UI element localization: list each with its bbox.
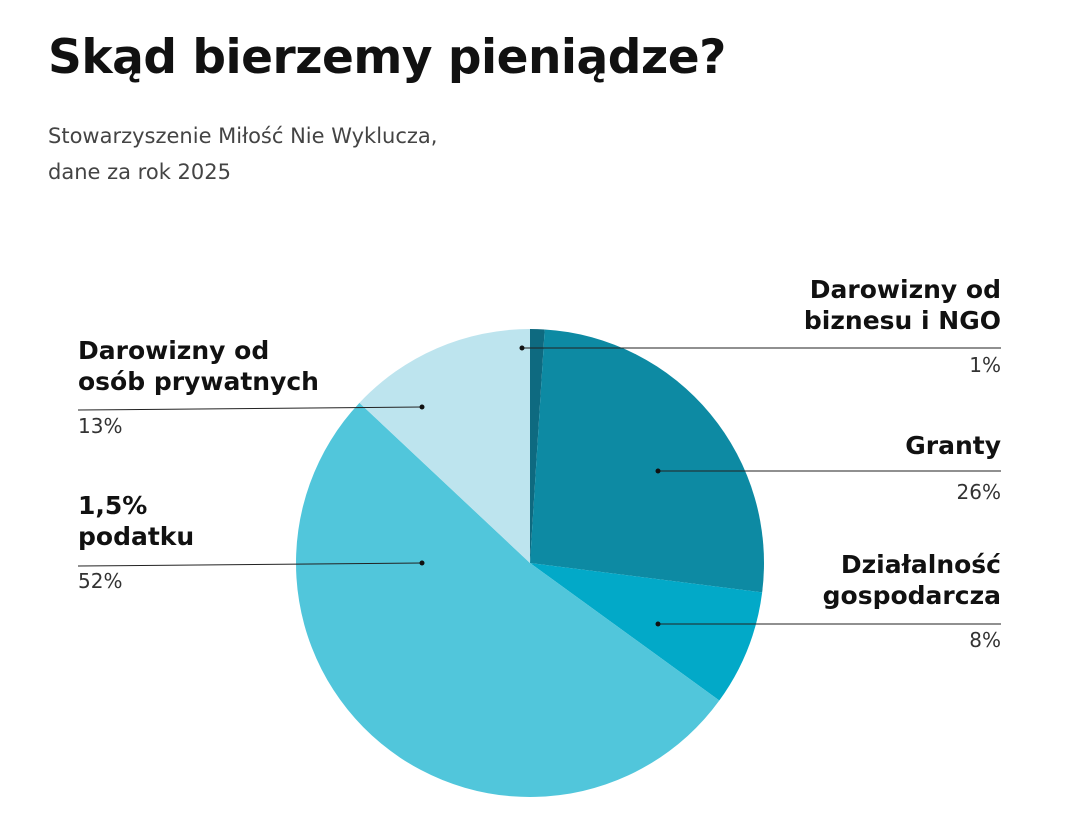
- slice-grants: [530, 329, 764, 593]
- label-tax-pct: 52%: [78, 569, 123, 593]
- leader-private-donations-dot: [419, 404, 425, 410]
- leader-tax: [77, 560, 425, 567]
- label-business-activity-line-2: gospodarcza: [822, 581, 1001, 610]
- label-grants-line-1: Granty: [905, 431, 1001, 460]
- label-business-ngo-name: Darowizny od biznesu i NGO: [804, 274, 1001, 336]
- label-business-ngo-pct: 1%: [969, 353, 1001, 377]
- label-business-activity-name: Działalność gospodarcza: [823, 549, 1001, 611]
- subtitle-line-2: dane za rok 2025: [48, 160, 231, 184]
- leader-private-donations-line: [77, 406, 423, 411]
- leader-tax-line: [77, 562, 423, 567]
- label-grants: Granty 26%: [905, 430, 1001, 504]
- label-grants-pct: 26%: [956, 480, 1001, 504]
- label-private-donations-line-1: Darowizny od: [78, 336, 270, 365]
- label-business-ngo-line-1: Darowizny od: [809, 275, 1001, 304]
- label-private-donations-name: Darowizny od osób prywatnych: [78, 335, 319, 397]
- leader-business-activity-dot: [655, 621, 661, 627]
- leader-tax-dot: [419, 560, 425, 566]
- label-private-donations: Darowizny od osób prywatnych 13%: [78, 335, 319, 438]
- label-grants-name: Granty: [905, 430, 1001, 461]
- label-private-donations-line-2: osób prywatnych: [78, 367, 319, 396]
- label-business-ngo-line-2: biznesu i NGO: [803, 306, 1001, 335]
- label-business-activity-line-1: Działalność: [840, 550, 1001, 579]
- leader-grants-dot: [655, 468, 661, 474]
- slice-business-ngo: [530, 329, 545, 563]
- label-business-activity-pct: 8%: [969, 628, 1001, 652]
- label-tax-line-2: podatku: [78, 522, 195, 551]
- label-private-donations-pct: 13%: [78, 414, 123, 438]
- slice-tax: [296, 402, 720, 797]
- chart-title: Skąd bierzemy pieniądze?: [48, 30, 726, 85]
- leader-private-donations: [77, 404, 425, 411]
- label-business-ngo: Darowizny od biznesu i NGO 1%: [804, 274, 1001, 377]
- leader-business-activity: [655, 621, 1001, 627]
- subtitle-line-1: Stowarzyszenie Miłość Nie Wyklucza,: [48, 124, 438, 148]
- leader-business-ngo-dot: [519, 345, 525, 351]
- leader-grants: [655, 468, 1001, 474]
- label-business-activity: Działalność gospodarcza 8%: [823, 549, 1001, 652]
- label-tax-line-1: 1,5%: [78, 491, 148, 520]
- chart-subtitle: Stowarzyszenie Miłość Nie Wyklucza, dane…: [48, 118, 437, 190]
- label-tax: 1,5% podatku 52%: [78, 490, 194, 593]
- label-tax-name: 1,5% podatku: [78, 490, 194, 552]
- leader-business-ngo: [519, 345, 1001, 351]
- slice-business-activity: [530, 563, 763, 701]
- slice-private-donations: [359, 329, 530, 563]
